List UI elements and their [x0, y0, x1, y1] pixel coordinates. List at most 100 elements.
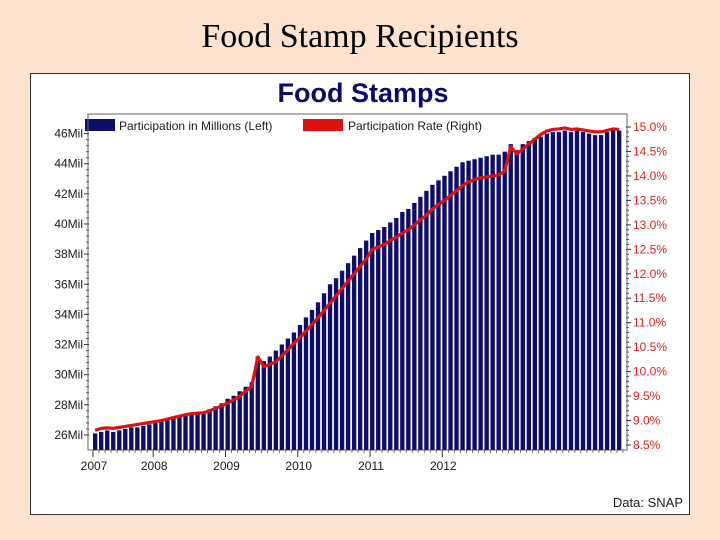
right-tick-label: 12.5%: [633, 242, 667, 256]
bar: [315, 302, 321, 450]
right-tick-label: 9.0%: [633, 414, 661, 428]
bar: [448, 171, 453, 450]
bar: [321, 293, 327, 450]
bar: [604, 132, 610, 450]
bar: [111, 431, 116, 450]
bar: [207, 409, 212, 450]
bar: [466, 160, 471, 450]
x-tick-label: 2009: [213, 459, 240, 473]
bar: [165, 419, 170, 450]
right-tick-label: 12.0%: [633, 267, 667, 281]
bar: [123, 428, 128, 450]
bar: [303, 317, 309, 450]
bar: [514, 150, 519, 450]
line-layer: [94, 126, 620, 432]
participation-rate-line: [94, 126, 620, 432]
bar: [478, 157, 483, 450]
bar: [339, 270, 345, 450]
x-axis: 2007 2008 2009 2010 2011 2012: [81, 450, 624, 473]
bar: [406, 208, 411, 450]
bar: [580, 132, 586, 450]
bar: [273, 350, 279, 450]
bar: [526, 141, 531, 450]
bar: [574, 130, 580, 450]
bar: [364, 240, 369, 450]
bar: [508, 144, 513, 450]
left-tick-label: 38Mil: [54, 247, 83, 261]
bar: [219, 403, 224, 450]
x-tick-label: 2008: [141, 459, 168, 473]
left-tick-label: 28Mil: [54, 398, 83, 412]
bar: [153, 422, 158, 450]
x-tick-label: 2012: [430, 459, 457, 473]
slide-title: Food Stamp Recipients: [201, 18, 519, 55]
bar: [129, 427, 134, 450]
bar: [261, 361, 266, 450]
left-axis: 26Mil 28Mil 30Mil 32Mil 34Mil 36Mil 38Mil 40Mil…: [54, 127, 89, 442]
bar: [333, 278, 339, 450]
bars-layer: [93, 129, 622, 451]
bar: [93, 433, 98, 450]
bar: [327, 284, 333, 450]
bar: [183, 413, 188, 450]
bar: [394, 217, 399, 450]
bar: [237, 391, 242, 450]
bar: [309, 309, 315, 450]
x-tick-label: 2011: [358, 459, 384, 473]
bar: [370, 233, 375, 450]
chart-frame: Food Stamps Participation in Millions (L…: [30, 73, 690, 515]
left-tick-label: 32Mil: [54, 338, 83, 352]
bar: [532, 138, 537, 451]
bar: [592, 135, 598, 450]
right-tick-label: 10.0%: [633, 365, 667, 379]
bar: [351, 255, 357, 450]
bar: [141, 425, 146, 450]
bar: [189, 412, 194, 450]
bar: [231, 395, 236, 450]
bar: [454, 166, 459, 450]
left-tick-label: 30Mil: [54, 368, 83, 382]
x-tick-label: 2007: [81, 459, 108, 473]
bar: [297, 324, 303, 450]
bar: [460, 162, 465, 450]
food-stamps-chart: Food Stamps Participation in Millions (L…: [54, 78, 683, 510]
bar: [279, 344, 285, 450]
bar: [616, 130, 622, 450]
right-tick-label: 11.5%: [633, 291, 666, 305]
bar: [538, 136, 544, 450]
bar: [159, 421, 164, 450]
legend-swatch-bars: [85, 119, 115, 131]
bar: [598, 135, 604, 450]
bar: [412, 202, 417, 450]
bar: [490, 154, 495, 450]
bar: [568, 132, 574, 450]
bar: [345, 263, 351, 450]
bar: [388, 222, 393, 450]
bar: [436, 180, 441, 451]
right-tick-label: 14.5%: [633, 144, 667, 158]
right-tick-label: 13.0%: [633, 218, 667, 232]
right-tick-label: 15.0%: [633, 120, 667, 134]
bar: [147, 424, 152, 450]
legend-label-bars: Participation in Millions (Left): [119, 119, 272, 133]
left-tick-label: 42Mil: [54, 187, 83, 201]
bar: [171, 418, 176, 450]
right-tick-label: 14.0%: [633, 169, 667, 183]
right-tick-label: 13.5%: [633, 193, 667, 207]
bar: [430, 184, 435, 450]
left-tick-label: 40Mil: [54, 217, 83, 231]
bar: [562, 130, 568, 450]
right-tick-label: 11.0%: [633, 316, 666, 330]
bar: [502, 151, 507, 451]
right-axis: 8.5% 9.0% 9.5% 10.0% 10.5% 11.0% 11.5% 12.0% 12.…: [626, 120, 667, 452]
bar: [255, 356, 260, 450]
bar: [610, 129, 616, 450]
bar: [400, 211, 405, 450]
bar: [556, 132, 562, 450]
bar: [213, 406, 218, 450]
chart-title: Food Stamps: [277, 78, 448, 108]
bar: [291, 332, 297, 450]
left-tick-label: 44Mil: [54, 157, 83, 171]
bar: [358, 248, 363, 450]
bar: [267, 356, 272, 450]
